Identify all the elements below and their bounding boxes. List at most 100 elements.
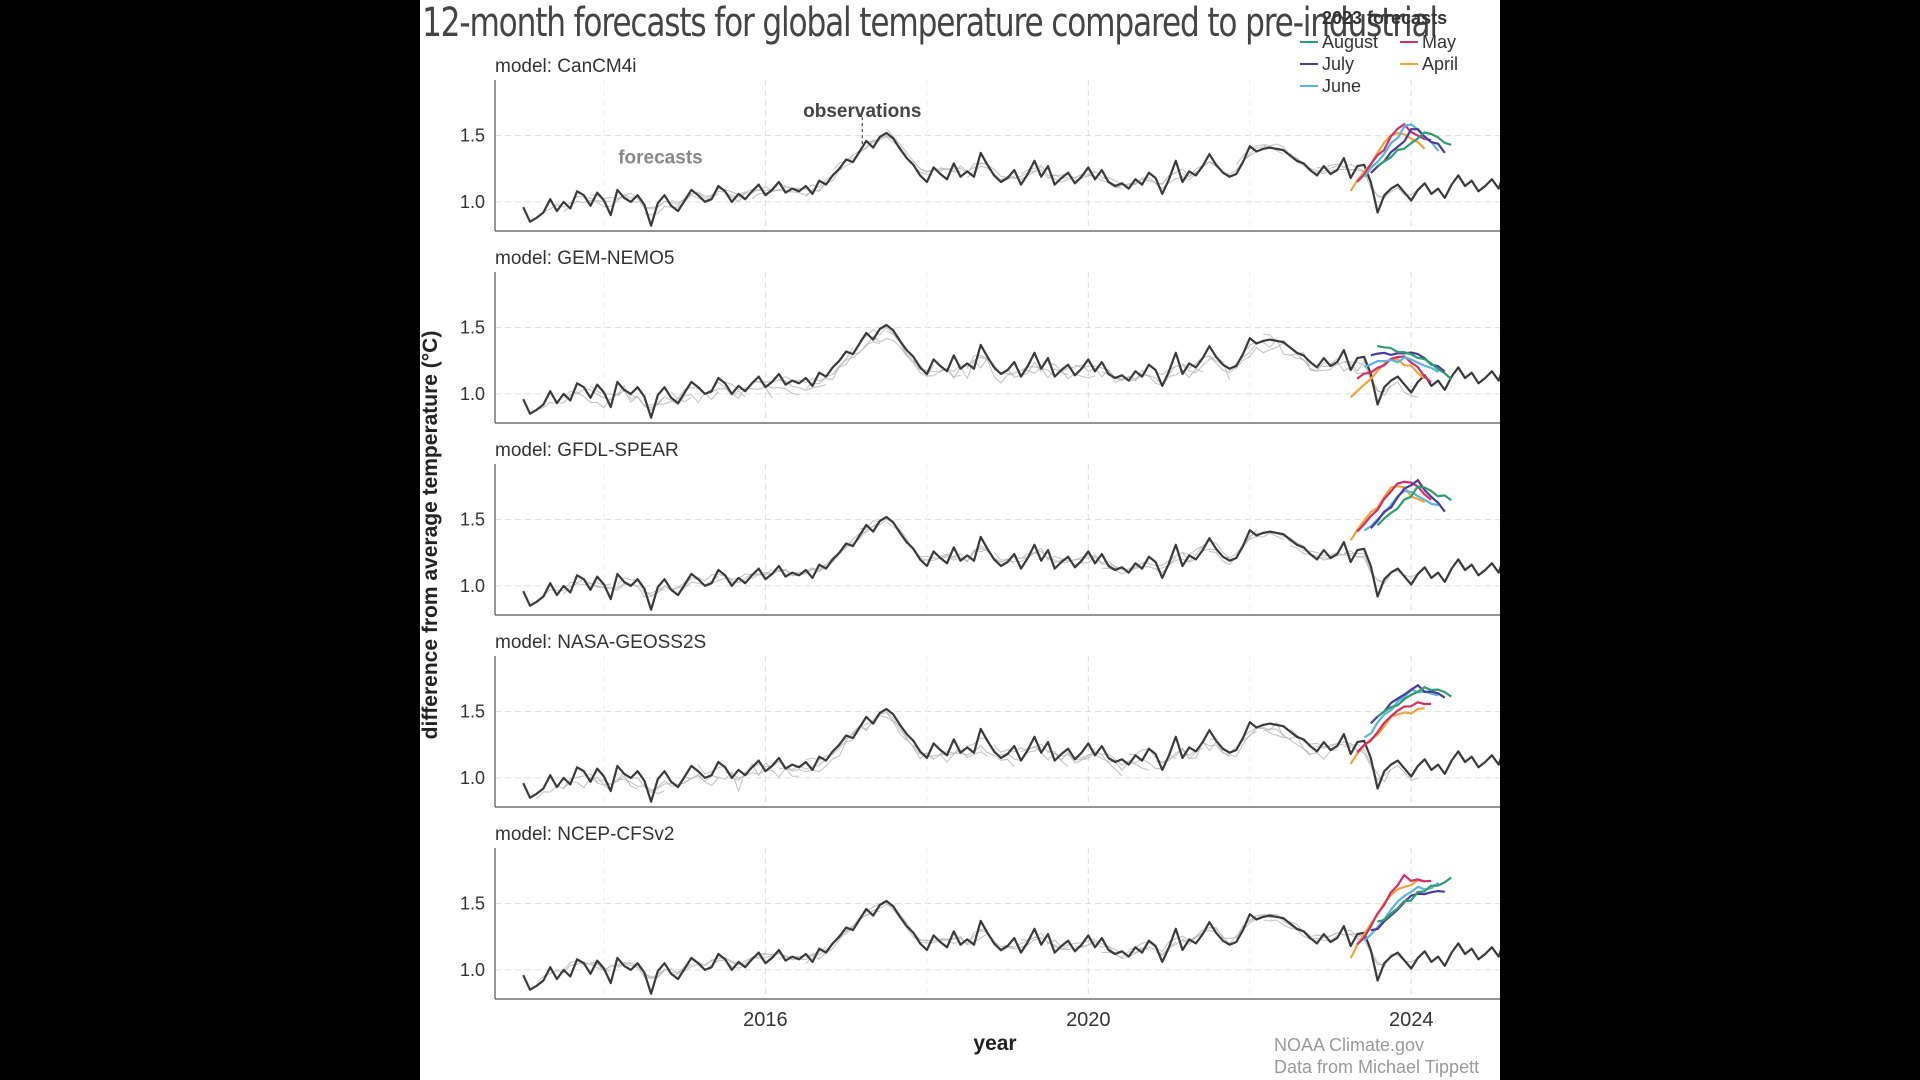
legend-label: June (1322, 75, 1362, 96)
forecast-2023-line (1356, 873, 1432, 946)
forecast-line (617, 193, 692, 209)
annotation-observations: observations (803, 101, 921, 122)
forecast-line (859, 515, 934, 559)
forecast-2023-line (1377, 345, 1453, 381)
forecast-line (1074, 753, 1150, 771)
x-axis-title: year (973, 1032, 1016, 1055)
forecast-2023-line (1349, 707, 1425, 765)
forecast-line (832, 335, 908, 375)
forecast-line (940, 744, 1015, 768)
y-tick-label: 1.0 (460, 192, 485, 212)
x-tick-label: 2024 (1389, 1009, 1434, 1031)
panel-label: model: NCEP-CFSv2 (495, 824, 675, 845)
chart-title: 12-month forecasts for global temperatur… (422, 0, 1438, 46)
y-tick-label: 1.5 (460, 894, 485, 914)
y-tick-label: 1.0 (460, 384, 485, 404)
y-tick-label: 1.5 (460, 318, 485, 338)
forecast-2023-line (1349, 131, 1426, 192)
forecast-line (1020, 743, 1096, 764)
forecast-2023-line (1376, 685, 1452, 718)
forecast-line (913, 744, 988, 758)
legend-label: April (1422, 53, 1459, 74)
forecast-2023-line (1376, 131, 1452, 168)
forecast-2023-line (1370, 889, 1445, 932)
credit-line-2: Data from Michael Tippett (1274, 1057, 1480, 1077)
legend-swatch (1300, 85, 1318, 87)
y-tick-label: 1.0 (460, 576, 485, 596)
forecast-line (1343, 746, 1419, 781)
panel-2: model: GEM-NEMO5 1.0 1.5 (460, 248, 1500, 424)
forecast-line (886, 902, 961, 945)
forecast-lines (536, 515, 1419, 603)
forecast-line (751, 563, 827, 580)
forecast-line (1128, 164, 1203, 185)
legend-swatch (1400, 41, 1418, 43)
legend-grid: August May July April June (1300, 31, 1500, 97)
y-tick-label: 1.5 (460, 702, 485, 722)
forecast-line (1074, 556, 1150, 570)
panel-1: model: CanCM4i 1.0 1.5 (460, 56, 1500, 232)
forecast-line (617, 963, 692, 980)
forecast-line (1235, 338, 1311, 366)
legend-swatch (1300, 63, 1318, 65)
forecast-line (859, 899, 934, 942)
panel-4: model: NASA-GEOSS2S 1.0 1.5 (460, 632, 1500, 808)
y-tick-label: 1.0 (460, 960, 485, 980)
forecast-line (563, 388, 638, 403)
forecast-line (536, 776, 612, 800)
forecast-2023-line (1349, 485, 1426, 541)
legend-item-june: June (1300, 75, 1400, 97)
forecast-2023-line (1356, 480, 1432, 533)
panel-label: model: NASA-GEOSS2S (495, 632, 706, 653)
forecast-line (805, 341, 880, 389)
panel-label: model: CanCM4i (495, 56, 637, 77)
forecast-2023-line (1363, 881, 1440, 942)
observations-line (522, 515, 1500, 611)
y-tick-label: 1.0 (460, 768, 485, 788)
forecast-line (778, 740, 853, 773)
forecast-line (724, 767, 800, 779)
panel-3: model: GFDL-SPEAR 1.0 1.5 (460, 440, 1500, 616)
forecast-2023-line (1376, 485, 1452, 527)
observations-line (522, 707, 1500, 803)
chart-svg: model: CanCM4i 1.0 1.5 model: GEM-NEMO5 1.0 1… (420, 56, 1500, 1055)
legend-item-may: May (1400, 31, 1500, 53)
legend: 2023 forecasts August May July April June (1300, 8, 1500, 97)
y-tick-label: 1.5 (460, 126, 485, 146)
forecast-2023-line (1369, 478, 1446, 529)
credit: NOAA Climate.gov Data from Michael Tippe… (1274, 1034, 1479, 1078)
forecast-2023-line (1356, 355, 1432, 384)
forecast-line (1047, 750, 1123, 777)
forecast-line (698, 955, 773, 967)
forecast-line (967, 737, 1042, 762)
forecast-line (1263, 919, 1338, 942)
forecast-line (1289, 545, 1365, 561)
panel-label: model: GFDL-SPEAR (495, 440, 679, 461)
legend-swatch (1300, 41, 1318, 43)
legend-title: 2023 forecasts (1322, 8, 1448, 28)
legend-item-april: April (1400, 53, 1500, 75)
observations-line (522, 131, 1500, 227)
forecast-2023-line (1377, 876, 1452, 923)
forecast-line (1343, 361, 1418, 398)
annotation-forecasts: forecasts (618, 147, 703, 168)
forecast-2023-line (1364, 356, 1439, 373)
forecast-2023-line (1356, 122, 1432, 183)
legend-label: May (1422, 31, 1457, 52)
y-tick-label: 1.5 (460, 510, 485, 530)
forecast-line (1074, 941, 1150, 958)
forecast-line (1209, 342, 1284, 374)
forecast-line (563, 195, 638, 213)
legend-item-august: August (1300, 31, 1400, 53)
forecast-line (993, 366, 1069, 379)
forecast-line (778, 157, 854, 190)
x-tick-label: 2016 (743, 1009, 788, 1031)
forecast-line (1316, 932, 1392, 966)
forecast-line (832, 715, 908, 753)
forecast-lines (536, 711, 1419, 800)
forecast-line (536, 961, 611, 984)
panel-5: model: NCEP-CFSv2 1.0 1.5 (460, 824, 1500, 1000)
panel-label: model: GEM-NEMO5 (495, 248, 674, 269)
forecast-line (805, 910, 880, 965)
forecast-line (590, 961, 665, 978)
